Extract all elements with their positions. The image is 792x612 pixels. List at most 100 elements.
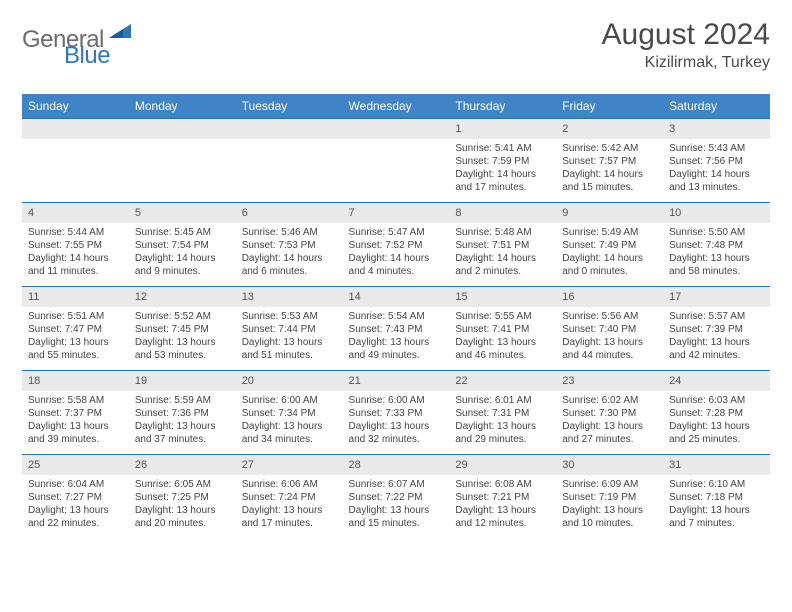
daylight-text: Daylight: 13 hours and 44 minutes. bbox=[562, 336, 657, 362]
sunrise-text: Sunrise: 5:44 AM bbox=[28, 226, 123, 239]
sunset-text: Sunset: 7:28 PM bbox=[669, 407, 764, 420]
calendar-day-cell: 17Sunrise: 5:57 AMSunset: 7:39 PMDayligh… bbox=[663, 286, 770, 370]
sunset-text: Sunset: 7:53 PM bbox=[242, 239, 337, 252]
sunset-text: Sunset: 7:27 PM bbox=[28, 491, 123, 504]
daylight-text: Daylight: 13 hours and 12 minutes. bbox=[455, 504, 550, 530]
daylight-text: Daylight: 13 hours and 17 minutes. bbox=[242, 504, 337, 530]
sunset-text: Sunset: 7:18 PM bbox=[669, 491, 764, 504]
daylight-text: Daylight: 14 hours and 13 minutes. bbox=[669, 168, 764, 194]
daylight-text: Daylight: 13 hours and 25 minutes. bbox=[669, 420, 764, 446]
sunrise-text: Sunrise: 5:48 AM bbox=[455, 226, 550, 239]
sunrise-text: Sunrise: 6:08 AM bbox=[455, 478, 550, 491]
day-number: 2 bbox=[556, 118, 663, 139]
sunset-text: Sunset: 7:36 PM bbox=[135, 407, 230, 420]
daylight-text: Daylight: 13 hours and 39 minutes. bbox=[28, 420, 123, 446]
day-number bbox=[22, 118, 129, 139]
sunrise-text: Sunrise: 5:50 AM bbox=[669, 226, 764, 239]
day-body: Sunrise: 6:01 AMSunset: 7:31 PMDaylight:… bbox=[449, 391, 556, 450]
sunset-text: Sunset: 7:52 PM bbox=[349, 239, 444, 252]
sunset-text: Sunset: 7:43 PM bbox=[349, 323, 444, 336]
day-number: 8 bbox=[449, 202, 556, 223]
calendar-day-cell: 15Sunrise: 5:55 AMSunset: 7:41 PMDayligh… bbox=[449, 286, 556, 370]
day-number: 7 bbox=[343, 202, 450, 223]
calendar-day-cell: 10Sunrise: 5:50 AMSunset: 7:48 PMDayligh… bbox=[663, 202, 770, 286]
calendar-day-cell: 26Sunrise: 6:05 AMSunset: 7:25 PMDayligh… bbox=[129, 454, 236, 538]
day-number: 21 bbox=[343, 370, 450, 391]
sunset-text: Sunset: 7:33 PM bbox=[349, 407, 444, 420]
sunset-text: Sunset: 7:49 PM bbox=[562, 239, 657, 252]
daylight-text: Daylight: 13 hours and 27 minutes. bbox=[562, 420, 657, 446]
sunrise-text: Sunrise: 6:09 AM bbox=[562, 478, 657, 491]
sunset-text: Sunset: 7:48 PM bbox=[669, 239, 764, 252]
calendar-day-cell: 30Sunrise: 6:09 AMSunset: 7:19 PMDayligh… bbox=[556, 454, 663, 538]
day-number: 29 bbox=[449, 454, 556, 475]
sunset-text: Sunset: 7:30 PM bbox=[562, 407, 657, 420]
day-body: Sunrise: 5:42 AMSunset: 7:57 PMDaylight:… bbox=[556, 139, 663, 198]
sunrise-text: Sunrise: 6:07 AM bbox=[349, 478, 444, 491]
day-body: Sunrise: 6:07 AMSunset: 7:22 PMDaylight:… bbox=[343, 475, 450, 534]
daylight-text: Daylight: 13 hours and 34 minutes. bbox=[242, 420, 337, 446]
sunrise-text: Sunrise: 5:52 AM bbox=[135, 310, 230, 323]
daylight-text: Daylight: 13 hours and 22 minutes. bbox=[28, 504, 123, 530]
day-number: 25 bbox=[22, 454, 129, 475]
day-number: 22 bbox=[449, 370, 556, 391]
day-body: Sunrise: 5:58 AMSunset: 7:37 PMDaylight:… bbox=[22, 391, 129, 450]
sunset-text: Sunset: 7:55 PM bbox=[28, 239, 123, 252]
weekday-header-row: Sunday Monday Tuesday Wednesday Thursday… bbox=[22, 94, 770, 118]
sunset-text: Sunset: 7:56 PM bbox=[669, 155, 764, 168]
sunset-text: Sunset: 7:59 PM bbox=[455, 155, 550, 168]
daylight-text: Daylight: 14 hours and 11 minutes. bbox=[28, 252, 123, 278]
sunset-text: Sunset: 7:44 PM bbox=[242, 323, 337, 336]
day-number: 30 bbox=[556, 454, 663, 475]
day-body: Sunrise: 6:08 AMSunset: 7:21 PMDaylight:… bbox=[449, 475, 556, 534]
calendar-week-row: 18Sunrise: 5:58 AMSunset: 7:37 PMDayligh… bbox=[22, 370, 770, 454]
day-body bbox=[22, 139, 129, 146]
weekday-header: Monday bbox=[129, 94, 236, 118]
sunset-text: Sunset: 7:47 PM bbox=[28, 323, 123, 336]
daylight-text: Daylight: 13 hours and 37 minutes. bbox=[135, 420, 230, 446]
day-number: 17 bbox=[663, 286, 770, 307]
day-body: Sunrise: 6:00 AMSunset: 7:34 PMDaylight:… bbox=[236, 391, 343, 450]
sunrise-text: Sunrise: 5:57 AM bbox=[669, 310, 764, 323]
daylight-text: Daylight: 13 hours and 20 minutes. bbox=[135, 504, 230, 530]
day-number: 11 bbox=[22, 286, 129, 307]
calendar-day-cell: 7Sunrise: 5:47 AMSunset: 7:52 PMDaylight… bbox=[343, 202, 450, 286]
day-number: 5 bbox=[129, 202, 236, 223]
sunrise-text: Sunrise: 6:04 AM bbox=[28, 478, 123, 491]
day-body: Sunrise: 6:02 AMSunset: 7:30 PMDaylight:… bbox=[556, 391, 663, 450]
day-body: Sunrise: 5:49 AMSunset: 7:49 PMDaylight:… bbox=[556, 223, 663, 282]
sunrise-text: Sunrise: 6:10 AM bbox=[669, 478, 764, 491]
sunrise-text: Sunrise: 6:00 AM bbox=[349, 394, 444, 407]
daylight-text: Daylight: 13 hours and 7 minutes. bbox=[669, 504, 764, 530]
sunset-text: Sunset: 7:41 PM bbox=[455, 323, 550, 336]
sunrise-text: Sunrise: 5:49 AM bbox=[562, 226, 657, 239]
sunset-text: Sunset: 7:31 PM bbox=[455, 407, 550, 420]
weekday-header: Tuesday bbox=[236, 94, 343, 118]
calendar-day-cell: 19Sunrise: 5:59 AMSunset: 7:36 PMDayligh… bbox=[129, 370, 236, 454]
calendar-day-cell: 5Sunrise: 5:45 AMSunset: 7:54 PMDaylight… bbox=[129, 202, 236, 286]
calendar-day-cell: 8Sunrise: 5:48 AMSunset: 7:51 PMDaylight… bbox=[449, 202, 556, 286]
day-body: Sunrise: 5:45 AMSunset: 7:54 PMDaylight:… bbox=[129, 223, 236, 282]
day-body: Sunrise: 6:00 AMSunset: 7:33 PMDaylight:… bbox=[343, 391, 450, 450]
day-number: 26 bbox=[129, 454, 236, 475]
sunrise-text: Sunrise: 6:00 AM bbox=[242, 394, 337, 407]
day-body bbox=[343, 139, 450, 146]
day-number: 15 bbox=[449, 286, 556, 307]
sunset-text: Sunset: 7:57 PM bbox=[562, 155, 657, 168]
day-number: 13 bbox=[236, 286, 343, 307]
sunset-text: Sunset: 7:24 PM bbox=[242, 491, 337, 504]
calendar-day-cell bbox=[236, 118, 343, 202]
sunrise-text: Sunrise: 5:58 AM bbox=[28, 394, 123, 407]
day-body bbox=[236, 139, 343, 146]
sunrise-text: Sunrise: 6:01 AM bbox=[455, 394, 550, 407]
day-number: 20 bbox=[236, 370, 343, 391]
sunset-text: Sunset: 7:25 PM bbox=[135, 491, 230, 504]
weekday-header: Wednesday bbox=[343, 94, 450, 118]
weekday-header: Saturday bbox=[663, 94, 770, 118]
day-number: 24 bbox=[663, 370, 770, 391]
calendar-day-cell: 2Sunrise: 5:42 AMSunset: 7:57 PMDaylight… bbox=[556, 118, 663, 202]
day-number: 27 bbox=[236, 454, 343, 475]
day-number: 31 bbox=[663, 454, 770, 475]
calendar-day-cell bbox=[343, 118, 450, 202]
calendar-day-cell: 14Sunrise: 5:54 AMSunset: 7:43 PMDayligh… bbox=[343, 286, 450, 370]
